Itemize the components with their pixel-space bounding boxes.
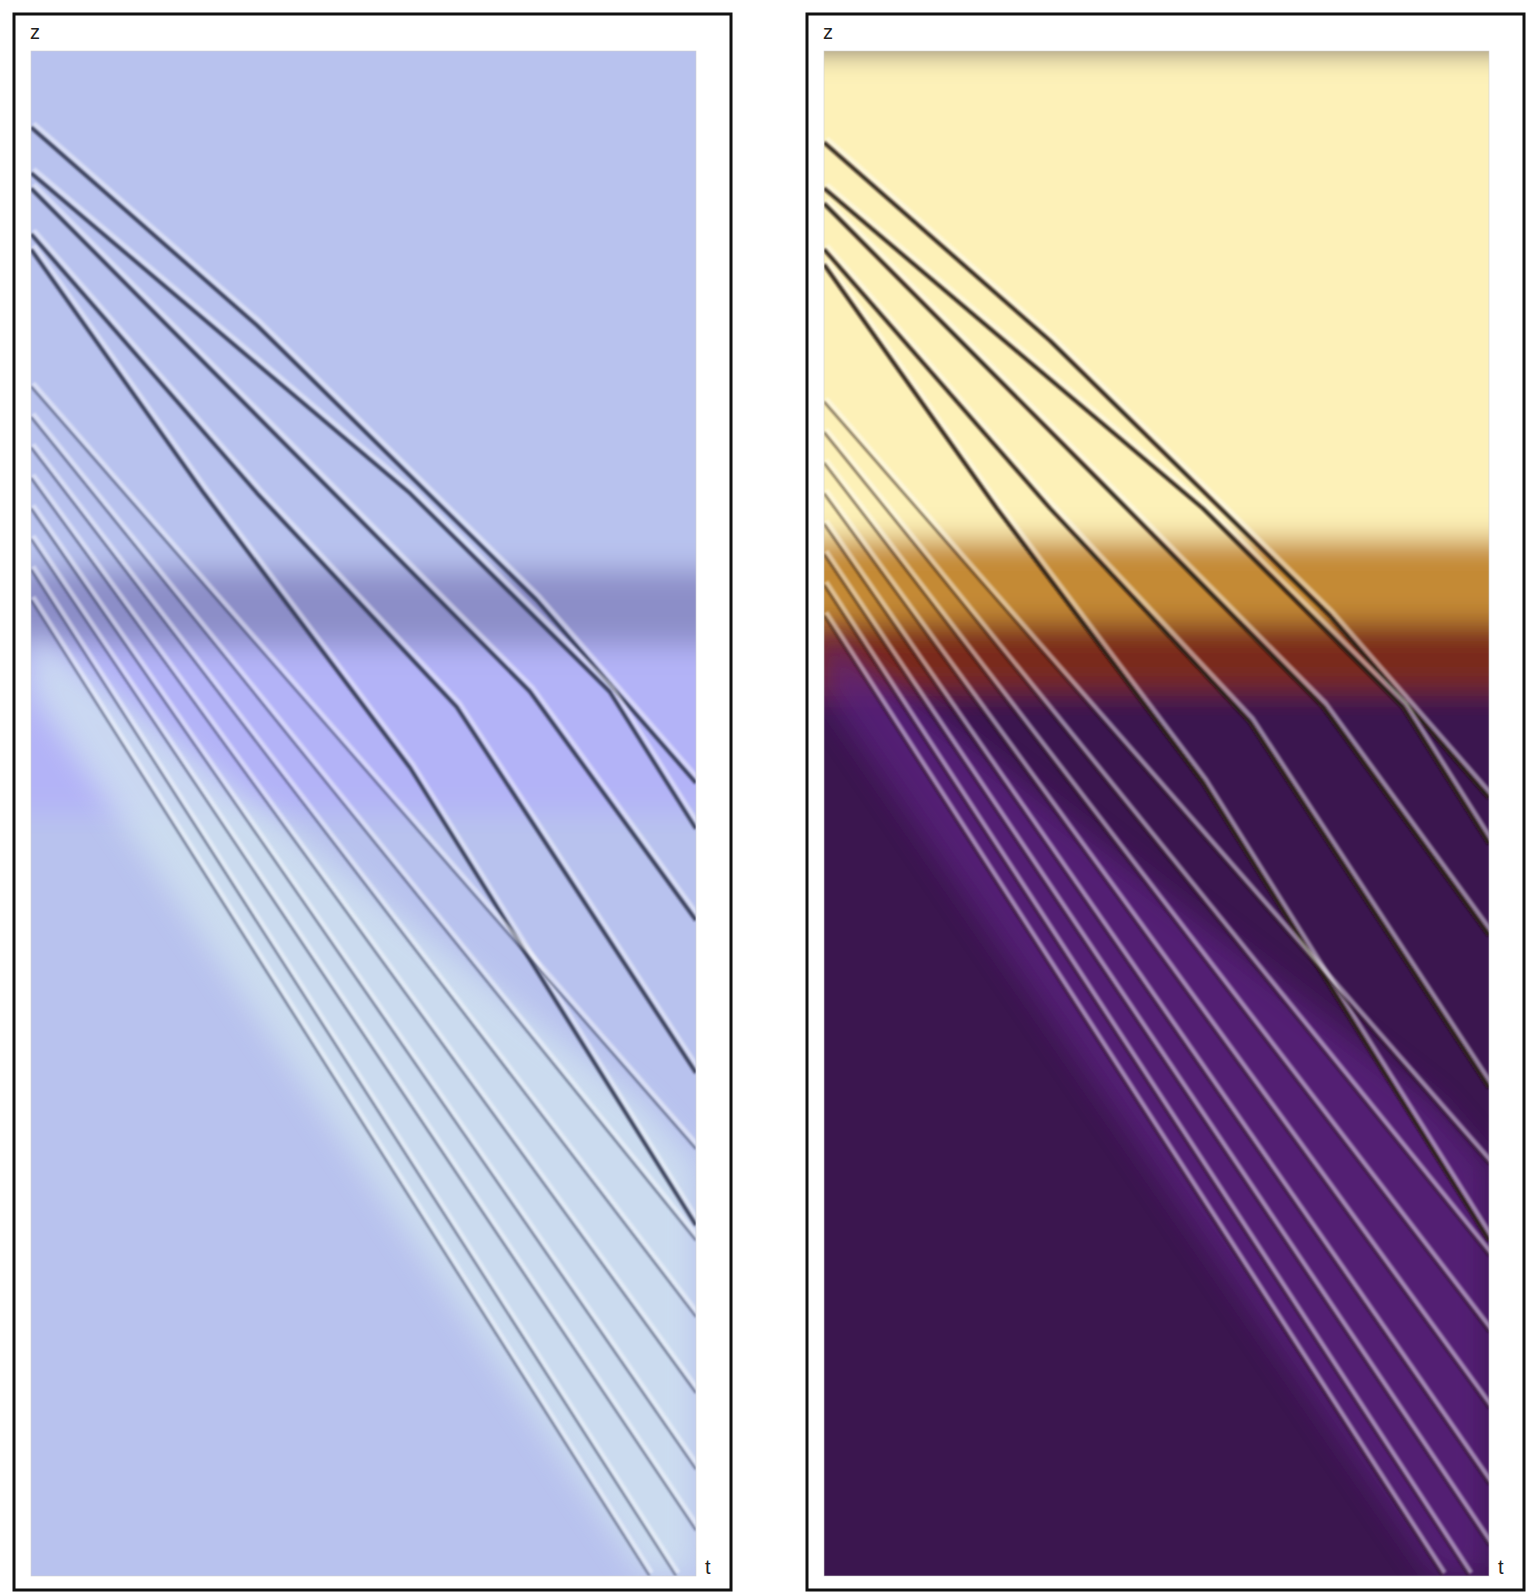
band	[824, 51, 1489, 1576]
trajectory-glow	[33, 475, 696, 1390]
trajectory-glow	[33, 506, 696, 1467]
trajectory	[824, 463, 1489, 1332]
axis-label: z	[823, 21, 833, 43]
trajectory-glow	[33, 597, 652, 1573]
plume	[824, 631, 1489, 1577]
trajectory-glow	[33, 536, 696, 1527]
bands	[824, 51, 1489, 1576]
trajectory	[31, 478, 696, 1393]
plot-frame	[824, 51, 1489, 1576]
band	[31, 51, 696, 1576]
bands	[31, 51, 696, 1576]
trajectory-glow	[826, 490, 1489, 1405]
trajectory-glow	[826, 521, 1489, 1482]
trajectory	[824, 585, 1469, 1576]
plot-area	[31, 51, 696, 1576]
figure: ztzt	[0, 0, 1536, 1596]
trajectory-glow	[33, 414, 696, 1238]
trajectory	[31, 570, 676, 1577]
trajectories	[31, 124, 696, 1576]
trajectory	[824, 524, 1489, 1485]
trajectory-glow	[33, 445, 696, 1314]
panel-frame	[807, 14, 1524, 1590]
trajectory-glow	[826, 201, 1489, 933]
trajectory	[824, 493, 1489, 1408]
trajectory-glow	[826, 551, 1489, 1542]
trajectory-glow	[826, 612, 1445, 1573]
trajectory	[824, 615, 1443, 1576]
trajectory	[31, 188, 696, 920]
trajectory-glow	[33, 567, 678, 1574]
band	[824, 51, 1489, 631]
trajectory	[31, 539, 696, 1530]
trajectory	[824, 554, 1489, 1545]
axis-label: t	[705, 1556, 711, 1578]
axis-label: z	[30, 21, 40, 43]
trajectory-glow	[33, 185, 696, 917]
panel: zt	[784, 11, 1529, 1596]
trajectory-glow	[826, 460, 1489, 1329]
plot-area	[824, 51, 1489, 1576]
panel: zt	[0, 11, 736, 1596]
trajectory	[31, 600, 650, 1576]
trajectory	[31, 448, 696, 1317]
panel-frame	[14, 14, 731, 1590]
axis-label: t	[1498, 1556, 1504, 1578]
trajectories	[824, 140, 1489, 1577]
plot-frame	[31, 51, 696, 1576]
trajectory	[824, 204, 1489, 936]
trajectory-glow	[826, 582, 1471, 1573]
trajectory	[31, 509, 696, 1470]
